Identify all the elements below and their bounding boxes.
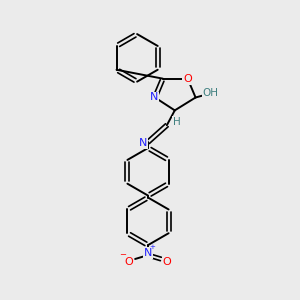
Text: N: N (150, 92, 158, 103)
Text: N: N (139, 138, 147, 148)
Text: O: O (163, 257, 171, 267)
Text: O: O (183, 74, 192, 84)
Text: OH: OH (202, 88, 218, 98)
Text: N: N (144, 248, 152, 258)
Text: H: H (173, 117, 181, 127)
Text: +: + (149, 244, 155, 250)
Text: −: − (119, 250, 126, 260)
Text: O: O (125, 257, 134, 267)
